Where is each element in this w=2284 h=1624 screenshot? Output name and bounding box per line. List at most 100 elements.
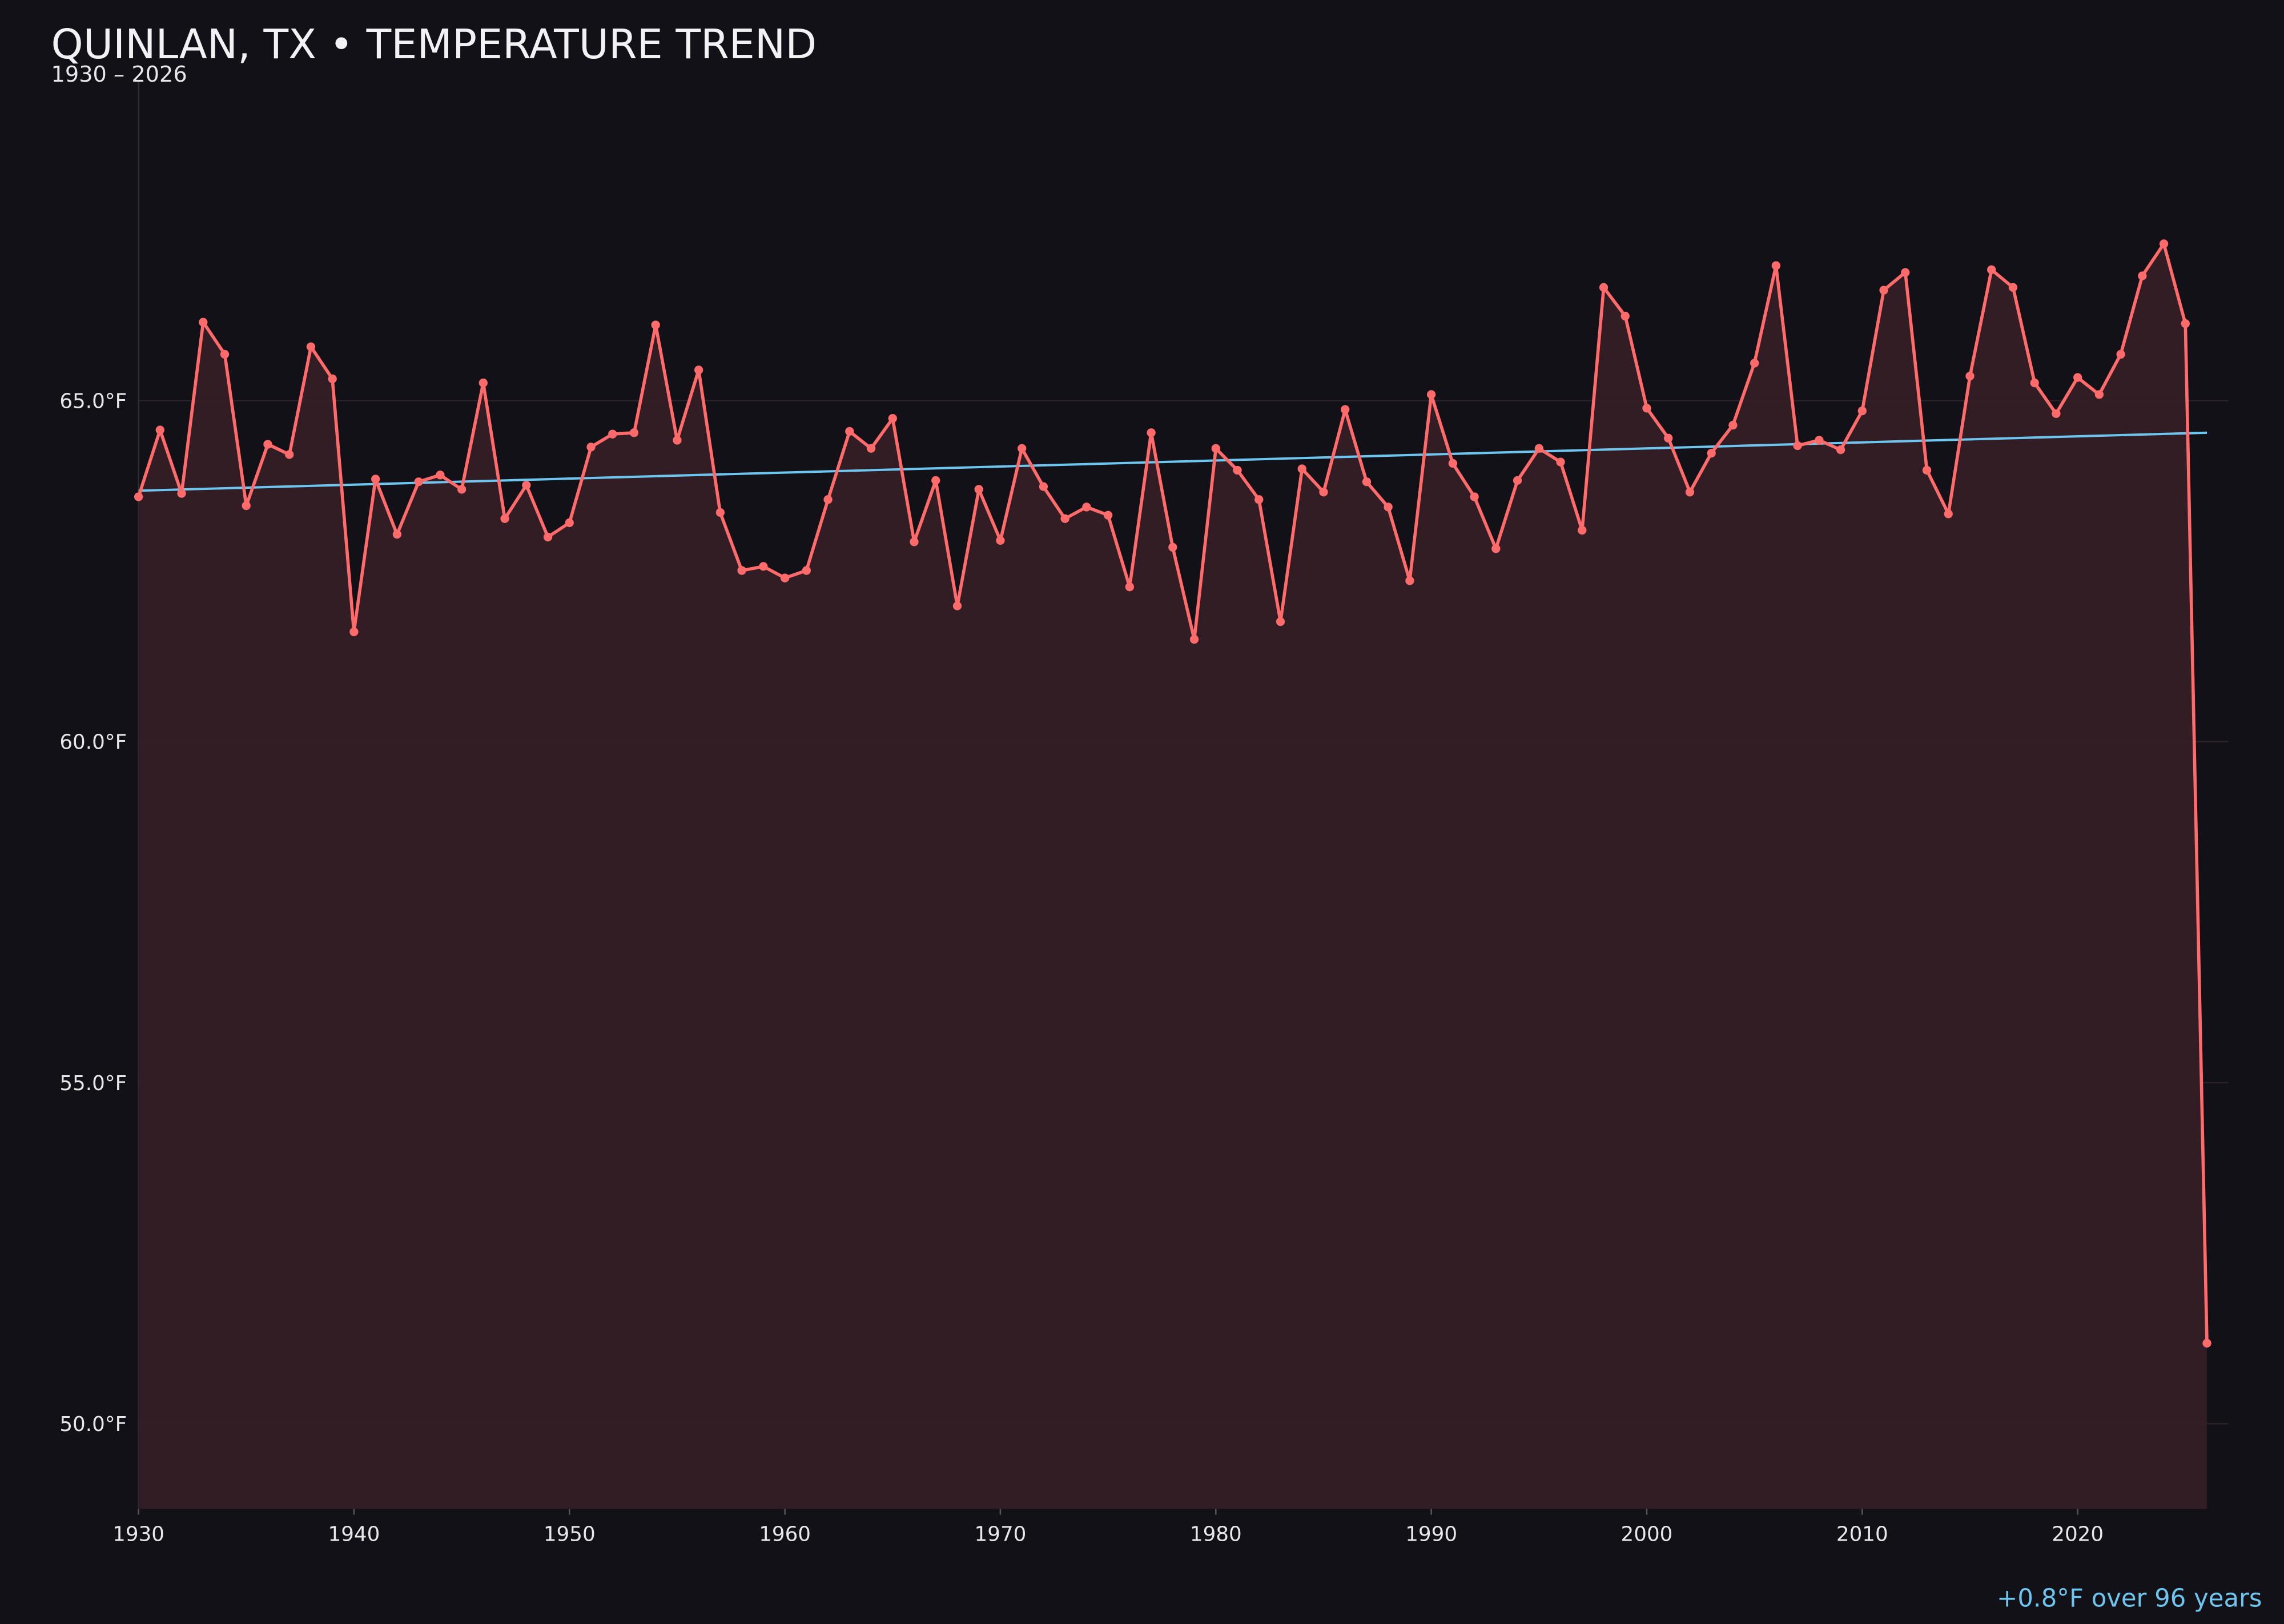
x-tick-label: 1950: [544, 1523, 596, 1546]
data-point: [1599, 283, 1609, 292]
data-point: [694, 365, 703, 375]
data-point: [478, 378, 488, 388]
data-point: [134, 492, 143, 501]
chart-title: QUINLAN, TX • TEMPERATURE TREND: [51, 21, 817, 68]
data-point: [780, 573, 790, 582]
data-point: [1965, 371, 1975, 381]
data-point: [1556, 457, 1565, 467]
data-point: [1728, 420, 1738, 430]
data-point: [1750, 359, 1759, 368]
y-tick-label: 65.0°F: [59, 389, 127, 413]
trend-annotation: +0.8°F over 96 years: [1997, 1584, 2262, 1613]
data-point: [1578, 525, 1587, 535]
data-point: [1254, 495, 1264, 504]
data-point: [1534, 444, 1543, 453]
data-point: [2008, 283, 2018, 292]
x-tick-label: 1980: [1190, 1523, 1242, 1546]
data-point: [565, 518, 574, 528]
data-point: [1685, 488, 1695, 497]
x-tick-label: 2020: [2052, 1523, 2104, 1546]
data-point: [2030, 378, 2039, 388]
data-point: [629, 428, 639, 437]
data-point: [371, 475, 380, 484]
y-tick-labels: 50.0°F 55.0°F 60.0°F 65.0°F: [59, 389, 127, 1436]
data-point: [1384, 503, 1393, 512]
data-point: [155, 425, 164, 435]
x-tick-label: 1960: [759, 1523, 811, 1546]
data-point: [2202, 1338, 2211, 1348]
data-point: [952, 601, 962, 610]
trend-line: [138, 431, 2207, 492]
data-point: [586, 443, 596, 452]
data-point: [263, 440, 272, 449]
data-point: [1103, 510, 1113, 520]
data-point: [522, 481, 531, 490]
data-point: [242, 501, 251, 510]
data-point: [220, 349, 230, 359]
data-point: [1018, 444, 1027, 453]
data-point: [1319, 488, 1328, 497]
data-point: [715, 508, 725, 517]
data-points: [134, 239, 2211, 1348]
data-point: [974, 485, 983, 494]
data-point: [2159, 239, 2169, 248]
data-point: [1879, 286, 1888, 295]
data-point: [177, 489, 186, 498]
data-point: [1082, 503, 1091, 512]
x-tick-label: 2010: [1836, 1523, 1888, 1546]
data-point: [2052, 409, 2061, 418]
data-point: [1060, 514, 1069, 523]
data-point: [673, 436, 682, 445]
data-point: [651, 320, 660, 329]
data-point: [1341, 405, 1350, 414]
data-point: [1491, 544, 1501, 553]
data-point: [1448, 459, 1458, 468]
data-point: [1793, 441, 1802, 451]
data-point: [1211, 444, 1220, 453]
data-point: [1987, 265, 1996, 274]
x-tick-label: 1970: [975, 1523, 1027, 1546]
data-point: [1922, 465, 1932, 475]
data-point: [1901, 268, 1910, 277]
x-tick-label: 1930: [112, 1523, 164, 1546]
data-point: [1297, 464, 1306, 473]
area-fill: [138, 243, 2207, 1509]
data-point: [866, 444, 876, 453]
data-point: [910, 537, 919, 546]
data-point: [845, 427, 854, 436]
data-point: [996, 536, 1005, 545]
data-point: [414, 477, 423, 487]
data-point: [1147, 428, 1156, 437]
y-tick-label: 55.0°F: [59, 1072, 127, 1095]
data-point: [1426, 390, 1436, 399]
data-point: [931, 476, 940, 485]
data-point: [1944, 509, 1953, 518]
data-point: [1836, 445, 1845, 455]
data-point: [1189, 635, 1199, 644]
data-point: [2138, 271, 2147, 280]
data-point: [1039, 482, 1048, 491]
x-tick-label: 1940: [328, 1523, 380, 1546]
data-point: [500, 514, 509, 523]
data-point: [1405, 576, 1414, 585]
data-point: [2181, 319, 2190, 328]
x-tick-label: 2000: [1621, 1523, 1673, 1546]
chart-subtitle: 1930 – 2026: [51, 62, 187, 87]
data-point: [802, 566, 811, 575]
data-point: [1168, 542, 1177, 552]
data-point: [1857, 406, 1867, 416]
data-point: [1620, 311, 1630, 321]
data-point: [1513, 476, 1522, 485]
data-point: [349, 627, 359, 637]
data-point: [608, 429, 617, 439]
data-point: [392, 530, 402, 539]
data-point: [457, 485, 467, 494]
data-point: [1362, 477, 1372, 487]
data-point: [2094, 390, 2104, 399]
data-point: [1771, 261, 1781, 270]
data-point: [1470, 492, 1479, 501]
data-point: [199, 317, 208, 327]
data-point: [1815, 436, 1824, 445]
data-point: [543, 532, 553, 542]
